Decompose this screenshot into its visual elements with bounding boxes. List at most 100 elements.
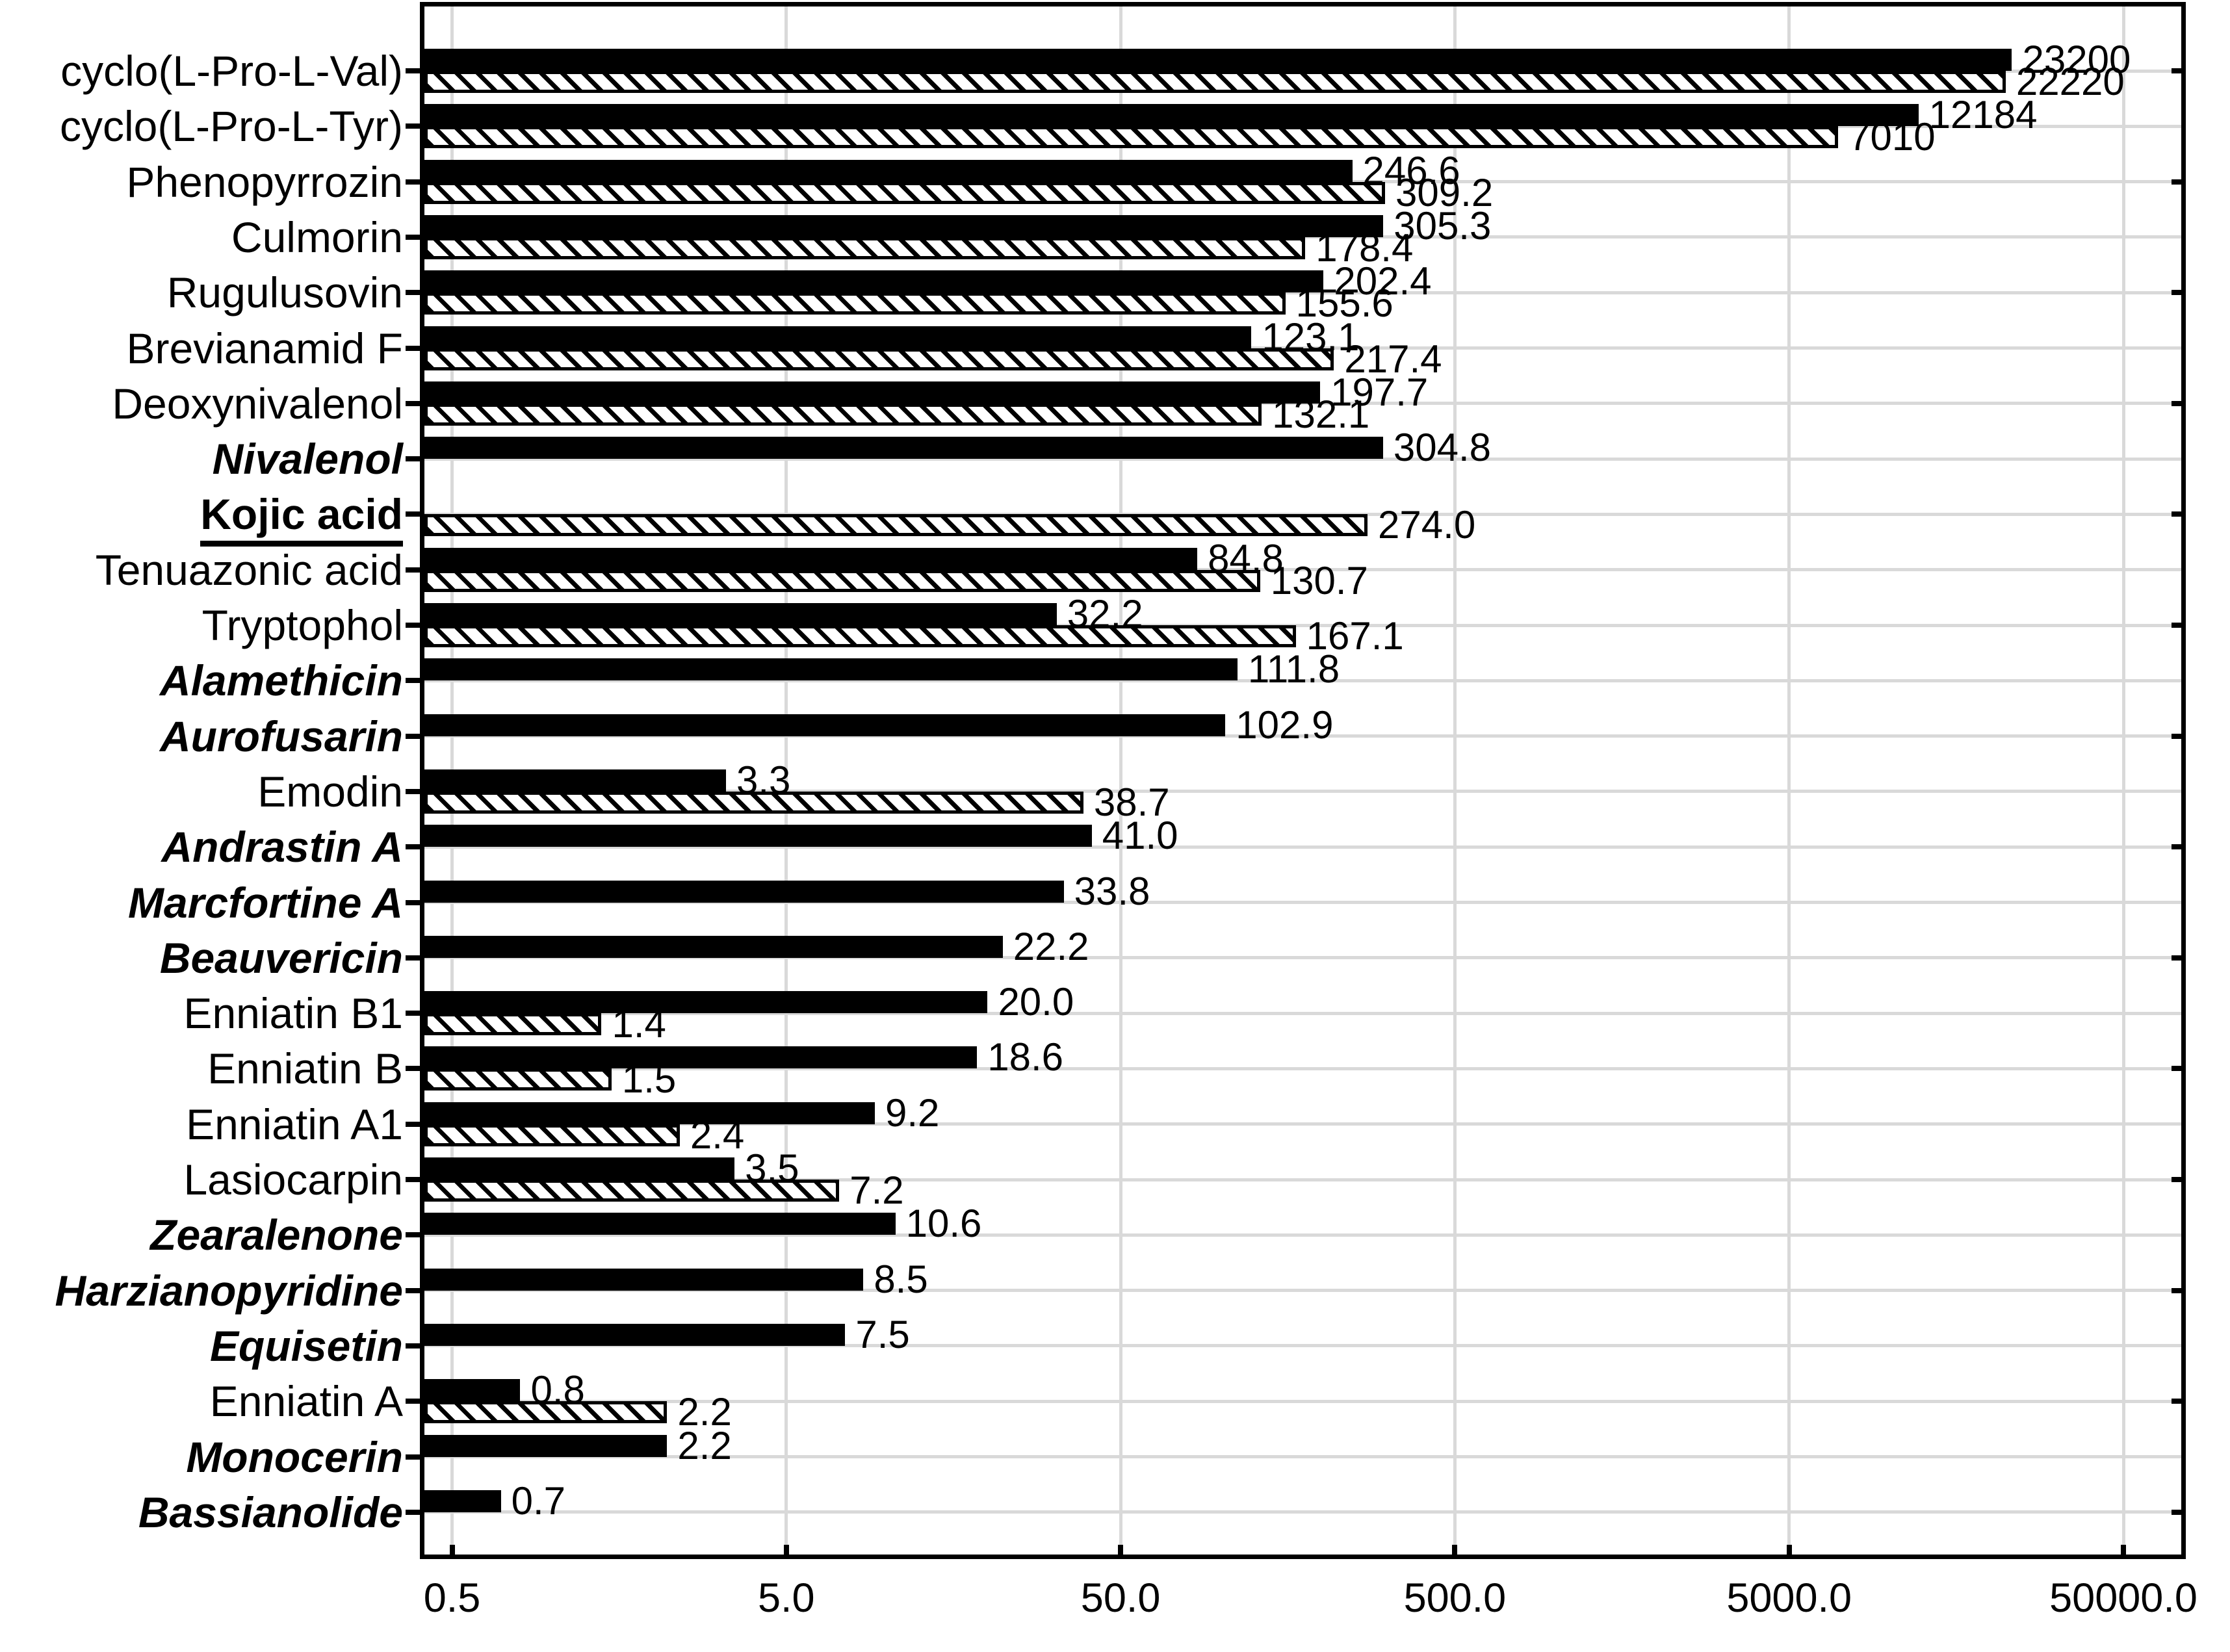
bar-solid xyxy=(424,381,1321,404)
category-gridline xyxy=(424,457,2181,461)
bar-hatched xyxy=(424,1401,668,1424)
x-axis-tick xyxy=(1118,1545,1124,1555)
bar-value-label: 155.6 xyxy=(1295,281,1394,326)
y-axis-tick xyxy=(406,1287,420,1293)
bar-hatched xyxy=(424,1180,840,1202)
category-gridline xyxy=(424,1455,2181,1458)
y-axis-tick xyxy=(406,234,420,240)
y-axis-label: Bassianolide xyxy=(0,1485,403,1540)
bar-value-label: 217.4 xyxy=(1344,337,1442,381)
y-axis-tick xyxy=(406,290,420,296)
y-axis-label: Equisetin xyxy=(0,1319,403,1373)
x-gridline xyxy=(1787,6,1791,1555)
bar-solid xyxy=(424,714,1226,736)
category-label-text: Culmorin xyxy=(231,213,403,261)
y-axis-label: Phenopyrrozin xyxy=(0,155,403,209)
y-axis-tick xyxy=(406,1232,420,1238)
x-tick-label: 5000.0 xyxy=(1726,1575,1852,1621)
category-label-text: cyclo(L-Pro-L-Tyr) xyxy=(59,102,403,151)
bar-value-label: 1.4 xyxy=(612,1002,666,1046)
bar-solid xyxy=(424,1157,735,1180)
right-axis-tick xyxy=(2172,1287,2181,1293)
category-gridline xyxy=(424,568,2181,572)
bar-solid xyxy=(424,49,2012,71)
x-gridline xyxy=(784,6,788,1555)
bar-solid xyxy=(424,658,1238,681)
y-axis-label: Monocerin xyxy=(0,1430,403,1484)
bar-value-label: 102.9 xyxy=(1236,703,1334,747)
bar-solid xyxy=(424,104,1919,127)
bar-solid xyxy=(424,1046,978,1069)
bar-hatched xyxy=(424,403,1262,426)
plot-area: 23200 22220 12184 7010 246.6 309.2 305.3 178.4 2… xyxy=(424,6,2181,1555)
bar-hatched xyxy=(424,1124,680,1146)
y-axis-tick xyxy=(406,123,420,129)
category-gridline xyxy=(424,402,2181,406)
y-axis-label: cyclo(L-Pro-L-Tyr) xyxy=(0,99,403,153)
category-gridline xyxy=(424,956,2181,960)
category-gridline xyxy=(424,678,2181,682)
y-axis-tick xyxy=(406,788,420,794)
y-axis-tick xyxy=(406,1509,420,1515)
bar-solid xyxy=(424,214,1384,237)
category-label-text: Tenuazonic acid xyxy=(95,545,403,594)
y-axis-tick xyxy=(406,345,420,351)
category-label-text: Enniatin A xyxy=(209,1377,403,1426)
bar-solid xyxy=(424,1434,668,1457)
bar-solid xyxy=(424,1323,846,1346)
bar-solid xyxy=(424,880,1064,903)
right-axis-tick xyxy=(2172,290,2181,296)
bar-solid xyxy=(424,437,1383,459)
y-axis-tick xyxy=(406,456,420,462)
bar-solid xyxy=(424,825,1092,847)
y-axis-label: Andrastin A xyxy=(0,820,403,874)
x-tick-label: 5.0 xyxy=(758,1575,815,1621)
category-label-text: Alamethicin xyxy=(159,656,403,705)
y-axis-label: Harzianopyridine xyxy=(0,1263,403,1318)
right-axis-tick xyxy=(2172,511,2181,517)
category-gridline xyxy=(424,1011,2181,1015)
bar-value-label: 12184 xyxy=(1928,93,2038,137)
bar-solid xyxy=(424,935,1003,958)
right-axis-tick xyxy=(2172,623,2181,628)
category-label-text: Bassianolide xyxy=(138,1488,403,1536)
category-gridline xyxy=(424,1066,2181,1070)
bar-hatched xyxy=(424,181,1386,204)
bar-hatched xyxy=(424,237,1306,259)
category-label-text: Enniatin B xyxy=(207,1044,403,1093)
bar-solid xyxy=(424,1268,864,1291)
y-axis-tick xyxy=(406,955,420,961)
y-axis-tick xyxy=(406,1454,420,1460)
x-gridline xyxy=(1119,6,1122,1555)
bar-value-label: 22220 xyxy=(2016,60,2125,103)
bar-solid xyxy=(424,326,1252,348)
bar-hatched xyxy=(424,514,1368,537)
bar-value-label: 22.2 xyxy=(1013,924,1089,968)
category-gridline xyxy=(424,1122,2181,1126)
bar-value-label: 202.4 xyxy=(1334,259,1432,303)
bar-value-label: 305.3 xyxy=(1394,203,1492,248)
category-label-text: Rugulusovin xyxy=(166,268,403,317)
bar-value-label: 132.1 xyxy=(1272,392,1370,436)
category-gridline xyxy=(424,1399,2181,1403)
bar-value-label: 130.7 xyxy=(1270,558,1368,602)
y-axis-label: Kojic acid xyxy=(0,487,403,547)
x-gridline xyxy=(2121,6,2125,1555)
y-axis-tick xyxy=(406,1177,420,1182)
y-axis-tick xyxy=(406,567,420,573)
bar-value-label: 7010 xyxy=(1848,115,1936,159)
category-label-text: Andrastin A xyxy=(161,823,403,871)
right-axis-tick xyxy=(2172,1177,2181,1182)
category-label-text: Equisetin xyxy=(209,1321,403,1370)
bar-hatched xyxy=(424,1013,602,1036)
y-axis-tick xyxy=(406,623,420,628)
category-gridline xyxy=(424,845,2181,849)
y-axis-tick xyxy=(406,844,420,850)
bar-hatched xyxy=(424,791,1083,814)
x-axis-tick xyxy=(1786,1545,1792,1555)
bar-solid xyxy=(424,991,988,1014)
category-gridline xyxy=(424,1510,2181,1514)
bar-hatched xyxy=(424,625,1296,647)
bar-value-label: 2.2 xyxy=(677,1390,732,1434)
category-label-text: Emodin xyxy=(257,767,403,816)
